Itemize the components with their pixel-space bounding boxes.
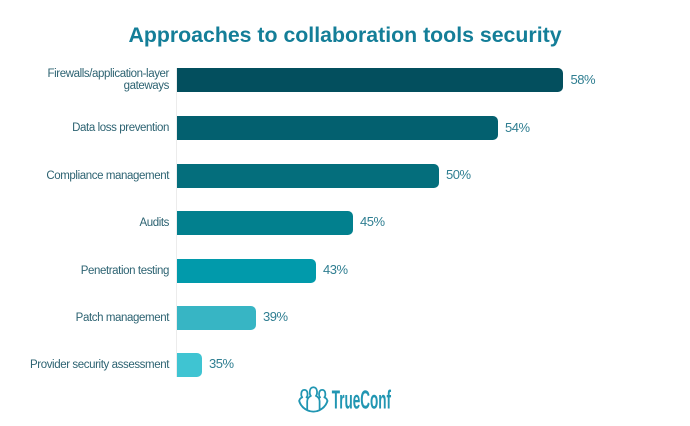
svg-text:TrueConf: TrueConf [332, 387, 392, 415]
